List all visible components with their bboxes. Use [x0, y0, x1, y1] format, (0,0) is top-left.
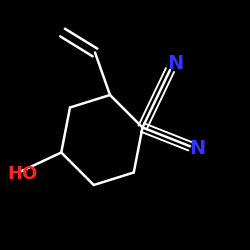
Text: N: N [190, 139, 206, 158]
Text: HO: HO [8, 165, 38, 183]
Text: N: N [167, 54, 183, 73]
